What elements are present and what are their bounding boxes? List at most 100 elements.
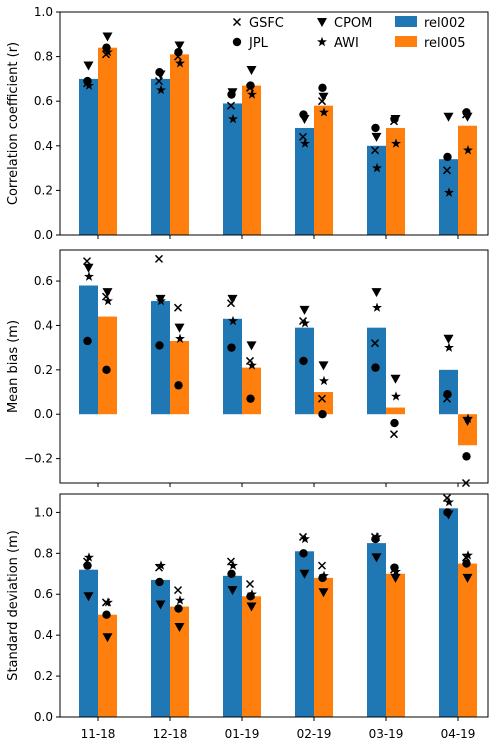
bar-rel002-12-18 — [151, 78, 170, 236]
bar-rel002-11-18 — [79, 569, 98, 717]
bar-rel005-11-18 — [98, 47, 117, 236]
bar-rel005-12-18 — [170, 340, 189, 415]
point-awi-rel005 — [247, 589, 257, 599]
legend-marker-triangle-down — [317, 18, 327, 27]
legend-marker-star — [317, 36, 327, 47]
y-tick-label: 0.6 — [34, 94, 53, 108]
point-cpom-rel002 — [227, 586, 238, 596]
point-awi-rel002 — [84, 80, 94, 90]
point-cpom-rel005 — [318, 92, 329, 102]
x-tick-label: 11-18 — [81, 727, 116, 741]
point-gsfc-rel005 — [245, 579, 255, 589]
point-jpl-rel005 — [246, 81, 255, 90]
point-awi-rel005 — [463, 145, 473, 155]
y-tick-label: −0.2 — [24, 452, 53, 466]
point-jpl-rel002 — [371, 363, 380, 372]
bar-rel002-01-19 — [223, 318, 242, 415]
point-jpl-rel002 — [443, 152, 452, 162]
legend-label-rel005: rel005 — [424, 36, 465, 51]
point-jpl-rel005 — [318, 410, 327, 419]
bar-rel005-02-19 — [314, 577, 333, 717]
bar-rel005-12-18 — [170, 606, 189, 717]
point-awi-rel005 — [175, 333, 185, 343]
x-tick-label: 01-19 — [225, 727, 260, 741]
point-awi-rel005 — [103, 597, 113, 607]
point-awi-rel005 — [175, 595, 185, 605]
point-jpl-rel002 — [227, 569, 236, 578]
point-gsfc-rel002 — [370, 146, 380, 155]
legend-item-cpom: CPOM — [317, 16, 372, 31]
point-cpom-rel002 — [443, 510, 454, 520]
point-awi-rel002 — [228, 315, 238, 326]
bar-rel005-03-19 — [386, 573, 405, 717]
point-gsfc-rel002 — [154, 254, 164, 263]
point-gsfc-rel002 — [298, 132, 308, 141]
bar-rel002-04-19 — [439, 508, 458, 717]
y-tick-label: 1.0 — [34, 5, 53, 19]
legend-label-jpl: JPL — [248, 36, 269, 51]
y-tick-label: 0.2 — [34, 183, 53, 197]
y-tick-label: 0.6 — [34, 587, 53, 601]
point-gsfc-rel002 — [370, 339, 380, 348]
panel-1: 0.0 0.2 0.4 0.6 0.8 1.0 Correlation coefficien… — [6, 5, 489, 242]
point-awi-rel005 — [103, 295, 113, 306]
bar-rel002-03-19 — [367, 145, 386, 235]
point-cpom-rel002 — [299, 305, 310, 315]
point-gsfc-rel005 — [317, 561, 327, 570]
point-gsfc-rel005 — [389, 430, 399, 439]
y-tick-label: 0.0 — [34, 228, 53, 242]
point-awi-rel002 — [156, 560, 166, 570]
bar-rel005-02-19 — [314, 105, 333, 235]
bar-rel005-12-18 — [170, 54, 189, 236]
point-awi-rel002 — [84, 552, 94, 562]
point-cpom-rel005 — [390, 115, 401, 125]
point-awi-rel002 — [84, 271, 94, 281]
point-awi-rel002 — [372, 162, 382, 173]
legend-item-jpl: JPL — [232, 36, 269, 51]
bar-rel005-01-19 — [242, 85, 261, 235]
legend-item-rel002: rel002 — [395, 16, 465, 31]
point-gsfc-rel002 — [82, 257, 92, 266]
point-jpl-rel005 — [174, 381, 183, 390]
legend-label-gsfc: GSFC — [249, 16, 284, 31]
legend-item-rel005: rel005 — [395, 36, 465, 51]
point-awi-rel005 — [247, 360, 257, 370]
point-awi-rel005 — [391, 391, 401, 401]
plot-frame — [59, 493, 489, 718]
point-cpom-rel002 — [83, 61, 94, 71]
plot-frame — [59, 11, 489, 236]
legend-item-gsfc: GSFC — [232, 16, 284, 31]
point-cpom-rel005 — [462, 573, 473, 583]
point-awi-rel005 — [463, 550, 473, 560]
x-tick-label: 04-19 — [441, 727, 476, 741]
legend-swatch-rel002 — [395, 16, 417, 27]
bar-rel002-03-19 — [367, 543, 386, 717]
point-cpom-rel002 — [443, 334, 454, 344]
point-cpom-rel005 — [462, 112, 473, 122]
point-awi-rel005 — [391, 138, 401, 148]
x-tick-label: 12-18 — [153, 727, 188, 741]
bar-rel005-04-19 — [458, 125, 477, 235]
point-jpl-rel005 — [390, 418, 399, 428]
y-tick-label: 0.4 — [34, 139, 53, 153]
point-cpom-rel005 — [102, 633, 113, 643]
point-cpom-rel002 — [299, 115, 310, 125]
bar-rel005-11-18 — [98, 614, 117, 717]
legend: GSFC JPL CPOM AWI rel002 rel005 — [232, 16, 465, 51]
point-awi-rel002 — [300, 533, 310, 544]
panel-2: −0.2 0.0 0.2 0.4 0.6 Mean bias (m) — [6, 249, 489, 488]
point-jpl-rel005 — [246, 394, 255, 403]
point-cpom-rel005 — [246, 341, 257, 351]
point-awi-rel002 — [444, 342, 454, 352]
bar-rel002-04-19 — [439, 159, 458, 235]
bar-rel005-01-19 — [242, 596, 261, 717]
point-jpl-rel002 — [227, 343, 236, 352]
point-jpl-rel002 — [155, 577, 164, 587]
point-awi-rel005 — [319, 570, 329, 581]
legend-label-cpom: CPOM — [334, 16, 372, 31]
point-awi-rel002 — [444, 187, 454, 197]
point-cpom-rel005 — [174, 323, 185, 333]
bar-rel005-01-19 — [242, 367, 261, 415]
point-cpom-rel002 — [371, 553, 382, 563]
point-jpl-rel002 — [443, 390, 452, 399]
